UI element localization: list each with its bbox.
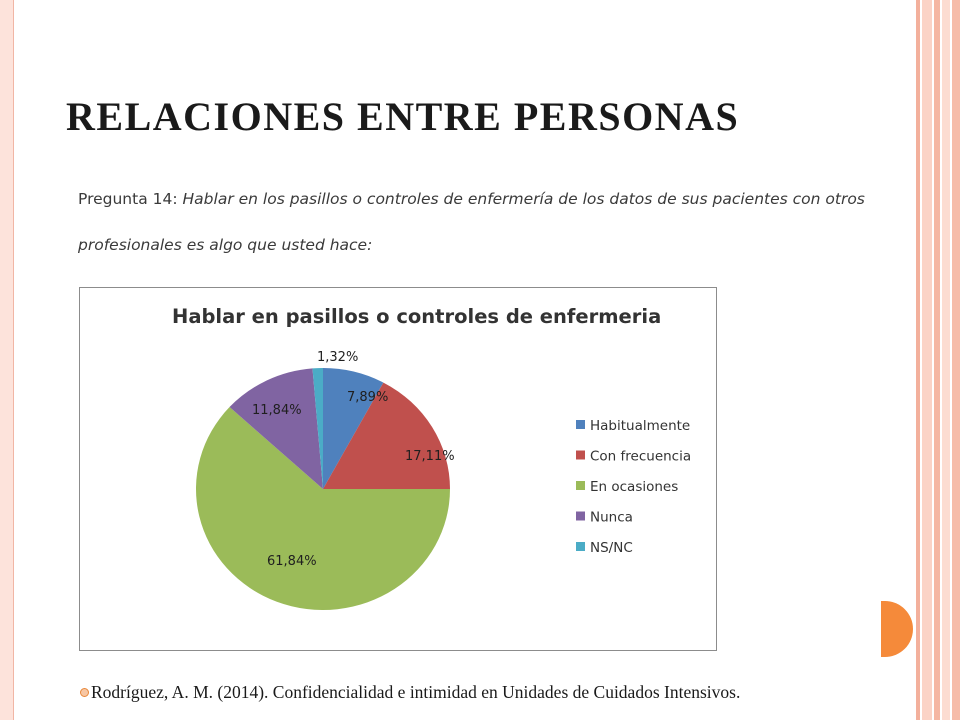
chart-title: Hablar en pasillos o controles de enferm… — [172, 305, 661, 328]
pie-data-labels: 7,89% 17,11% 61,84% 11,84% 1,32% — [252, 350, 455, 569]
pie-slice-nunca — [229, 368, 323, 489]
question-prefix: Pregunta 14: — [78, 190, 183, 208]
bullet-icon — [80, 688, 89, 697]
data-label-con-frecuencia: 17,11% — [405, 449, 455, 464]
slide-right-border — [916, 0, 960, 720]
legend-label: NS/NC — [590, 540, 633, 556]
citation-text: Rodríguez, A. M. (2014). Confidencialida… — [91, 682, 741, 702]
pie-slice-habitualmente — [323, 368, 384, 489]
legend-swatch — [576, 511, 585, 521]
question-text: Pregunta 14: Hablar en los pasillos o co… — [78, 176, 868, 268]
chart-container: Hablar en pasillos o controles de enferm… — [79, 287, 717, 651]
data-label-ns-nc: 1,32% — [317, 350, 358, 365]
pie-chart: Hablar en pasillos o controles de enferm… — [172, 305, 691, 610]
question-body: Hablar en los pasillos o controles de en… — [78, 190, 865, 254]
legend-label: Con frecuencia — [590, 449, 691, 465]
pie-slice-con-frecuencia — [323, 382, 450, 489]
legend-swatch — [576, 450, 585, 460]
pie-slice-ns-nc — [312, 368, 323, 489]
legend-label: Habitualmente — [590, 418, 690, 434]
embedded-screenshot: Pregunta 14: Hablar en los pasillos o co… — [63, 168, 880, 660]
data-label-nunca: 11,84% — [252, 403, 302, 418]
data-label-en-ocasiones: 61,84% — [267, 554, 317, 569]
legend-swatch — [576, 420, 585, 429]
legend-swatch — [576, 542, 585, 551]
legend-label: Nunca — [590, 510, 633, 526]
legend-label: En ocasiones — [590, 479, 678, 495]
slide-left-border — [0, 0, 14, 720]
legend-swatch — [576, 481, 585, 490]
slide-accent-tab — [881, 601, 913, 657]
chart-legend: Habitualmente Con frecuencia En ocasiones N… — [576, 418, 691, 556]
pie-slice-en-ocasiones — [196, 407, 450, 610]
slide-title: RELACIONES ENTRE PERSONAS — [66, 94, 740, 139]
pie-slices — [196, 368, 450, 610]
data-label-habitualmente: 7,89% — [347, 390, 388, 405]
citation: Rodríguez, A. M. (2014). Confidencialida… — [80, 682, 740, 703]
